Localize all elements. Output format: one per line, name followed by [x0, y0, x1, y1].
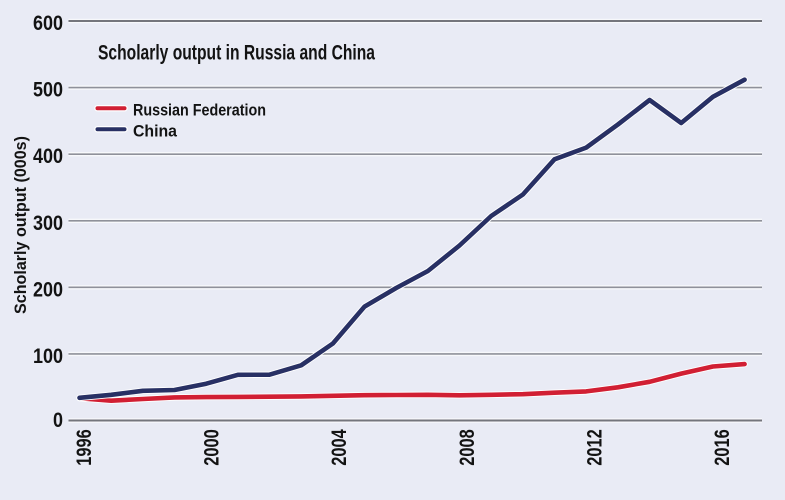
svg-text:Scholarly output in Russia and: Scholarly output in Russia and China [98, 42, 375, 65]
svg-text:600: 600 [33, 12, 63, 35]
svg-text:400: 400 [33, 145, 63, 168]
svg-text:2008: 2008 [456, 429, 479, 466]
svg-text:2004: 2004 [328, 429, 351, 466]
svg-text:Russian Federation: Russian Federation [133, 101, 266, 120]
svg-text:300: 300 [33, 212, 63, 235]
svg-text:1996: 1996 [73, 429, 96, 466]
svg-text:100: 100 [33, 345, 63, 368]
svg-text:2000: 2000 [201, 429, 224, 466]
svg-text:Scholarly output (000s): Scholarly output (000s) [11, 136, 30, 314]
svg-text:China: China [133, 122, 177, 141]
svg-text:200: 200 [33, 278, 63, 301]
svg-text:500: 500 [33, 79, 63, 102]
svg-text:2012: 2012 [583, 429, 606, 466]
svg-text:2016: 2016 [711, 429, 734, 466]
svg-text:0: 0 [53, 409, 63, 432]
